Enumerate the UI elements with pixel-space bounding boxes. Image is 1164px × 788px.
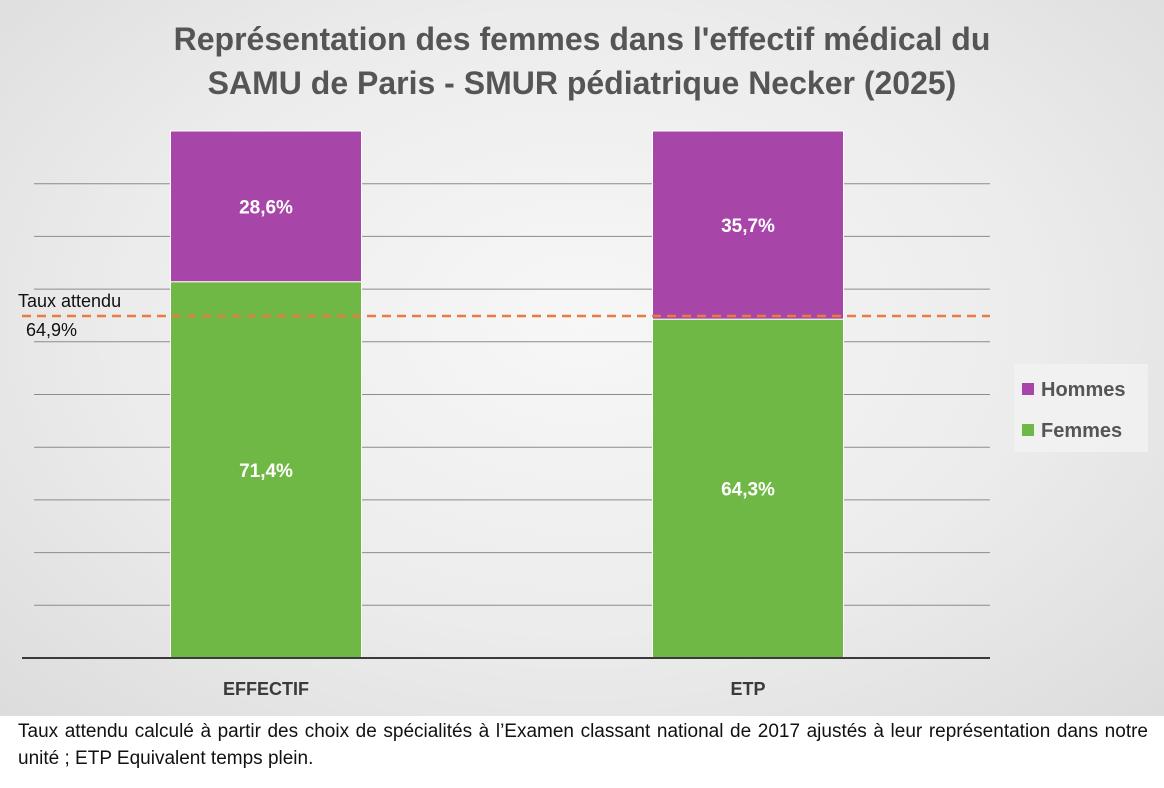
data-label: 71,4% [239,461,293,482]
reference-label-line: 64,9% [26,320,77,340]
chart-area: Représentation des femmes dans l'effecti… [0,0,1164,716]
bar-hommes-effectif [170,130,362,283]
legend-swatch-femmes [1022,424,1034,436]
bar-femmes-effectif [170,281,362,659]
chart-title-line: Représentation des femmes dans l'effecti… [174,21,991,57]
legend-swatch-hommes [1022,383,1034,395]
data-label: 64,3% [721,480,775,501]
data-label: 35,7% [721,216,775,237]
legend-box [1014,364,1148,452]
chart-title-line: SAMU de Paris - SMUR pédiatrique Necker … [208,65,957,101]
data-label: 28,6% [239,197,293,218]
legend-label: Hommes [1041,379,1125,401]
legend-label: Femmes [1041,420,1122,442]
stacked-bar-chart: Représentation des femmes dans l'effecti… [18,21,1148,699]
bar-femmes-etp [652,318,844,659]
x-tick-label: ETP [730,679,765,699]
bar-hommes-etp [652,130,844,320]
reference-label-line: Taux attendu [18,291,121,311]
figure-caption: Taux attendu calculé à partir des choix … [18,721,1148,769]
x-tick-label: EFFECTIF [223,679,309,699]
